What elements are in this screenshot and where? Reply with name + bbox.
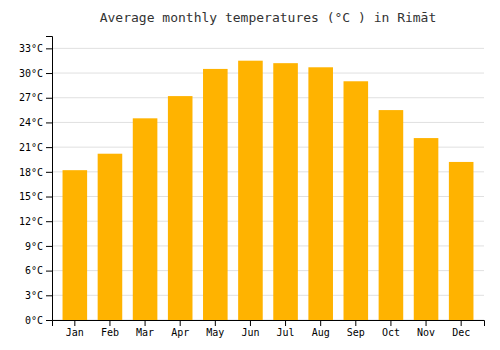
bar <box>98 154 123 320</box>
x-tick-label: Nov <box>417 327 435 338</box>
x-tick: Jul <box>277 320 295 338</box>
bar <box>273 63 298 320</box>
bar <box>414 138 439 320</box>
bar <box>308 67 333 320</box>
x-tick-label: Jun <box>241 327 259 338</box>
bar <box>133 118 158 320</box>
y-tick: 9°C <box>25 241 52 252</box>
y-tick: 24°C <box>19 117 52 128</box>
x-tick: Jun <box>241 320 259 338</box>
bar <box>203 69 228 320</box>
x-tick-label: Dec <box>452 327 470 338</box>
x-tick-mark <box>285 320 286 326</box>
x-tick-label: Mar <box>136 327 154 338</box>
y-tick-label: 24°C <box>19 117 43 128</box>
y-tick-mark <box>46 98 52 99</box>
bar <box>238 61 263 320</box>
x-tick: Apr <box>171 320 189 338</box>
y-tick-label: 30°C <box>19 68 43 79</box>
y-tick-mark <box>46 48 52 49</box>
x-tick-mark <box>145 320 146 326</box>
x-tick-mark <box>180 320 181 326</box>
y-tick-label: 15°C <box>19 191 43 202</box>
x-tick-mark <box>320 320 321 326</box>
x-tick-label: Jan <box>66 327 84 338</box>
y-tick: 33°C <box>19 43 52 54</box>
x-tick-mark <box>390 320 391 326</box>
bars <box>63 61 474 320</box>
y-tick-label: 33°C <box>19 43 43 54</box>
x-tick: Mar <box>136 320 154 338</box>
y-tick: 15°C <box>19 191 52 202</box>
x-tick-mark <box>461 320 462 326</box>
y-tick: 6°C <box>25 265 52 276</box>
y-tick-label: 6°C <box>25 265 43 276</box>
y-axis: 0°C 3°C 6°C 9°C 12°C 15°C 18°C 21°C 24°C 27°C 30°C… <box>19 37 53 326</box>
x-tick-mark <box>109 320 110 326</box>
x-axis-line <box>53 321 485 327</box>
x-tick-mark <box>250 320 251 326</box>
x-tick-label: Oct <box>382 327 400 338</box>
y-tick: 12°C <box>19 216 52 227</box>
x-tick-label: May <box>206 327 224 338</box>
y-tick-mark <box>46 73 52 74</box>
title: Average monthly temperatures (°C ) in Ri… <box>100 10 437 25</box>
bar <box>168 96 193 320</box>
x-tick-label: Apr <box>171 327 189 338</box>
x-tick-label: Aug <box>312 327 330 338</box>
bar <box>379 110 404 320</box>
y-tick-mark <box>46 295 52 296</box>
grid-line <box>52 122 484 123</box>
bar <box>344 81 369 320</box>
x-tick-mark <box>215 320 216 326</box>
x-tick: Feb <box>101 320 119 338</box>
y-tick-mark <box>46 221 52 222</box>
y-tick-label: 21°C <box>19 142 43 153</box>
y-axis-line <box>46 37 53 321</box>
grid-line <box>52 73 484 74</box>
y-tick-label: 27°C <box>19 92 43 103</box>
x-tick: Jan <box>66 320 84 338</box>
x-tick-mark <box>355 320 356 326</box>
y-tick-label: 9°C <box>25 241 43 252</box>
y-tick-label: 0°C <box>25 315 43 326</box>
y-tick: 0°C <box>25 315 52 326</box>
x-tick: Aug <box>312 320 330 338</box>
y-tick-label: 12°C <box>19 216 43 227</box>
y-tick: 3°C <box>25 290 52 301</box>
bar <box>63 170 88 320</box>
y-tick: 30°C <box>19 68 52 79</box>
y-tick-mark <box>46 122 52 123</box>
x-tick: Nov <box>417 320 435 338</box>
y-tick: 21°C <box>19 142 52 153</box>
y-tick-mark <box>46 172 52 173</box>
y-tick-label: 3°C <box>25 290 43 301</box>
grid-line <box>52 48 484 49</box>
x-tick: Sep <box>347 320 365 338</box>
plot: Jan Feb Mar Apr May Jun Jul Aug Sep Oct Nov Dec 0°C 3… <box>19 37 485 339</box>
chart: Jan Feb Mar Apr May Jun Jul Aug Sep Oct Nov Dec 0°C 3… <box>0 0 500 350</box>
y-tick-mark <box>46 271 52 272</box>
y-tick: 18°C <box>19 167 52 178</box>
y-tick-mark <box>46 147 52 148</box>
x-tick: Oct <box>382 320 400 338</box>
x-tick-label: Sep <box>347 327 365 338</box>
grid-line <box>52 97 484 98</box>
y-tick-label: 18°C <box>19 167 43 178</box>
x-tick: May <box>206 320 224 338</box>
y-tick: 27°C <box>19 92 52 103</box>
x-tick-label: Jul <box>277 327 295 338</box>
y-tick-mark <box>46 320 52 321</box>
grid <box>52 48 484 320</box>
y-tick-mark <box>46 246 52 247</box>
x-axis: Jan Feb Mar Apr May Jun Jul Aug Sep Oct Nov Dec <box>53 320 485 338</box>
x-tick: Dec <box>452 320 470 338</box>
x-tick-mark <box>426 320 427 326</box>
x-tick-label: Feb <box>101 327 119 338</box>
y-tick-mark <box>46 197 52 198</box>
bar <box>449 162 474 320</box>
x-tick-mark <box>74 320 75 326</box>
